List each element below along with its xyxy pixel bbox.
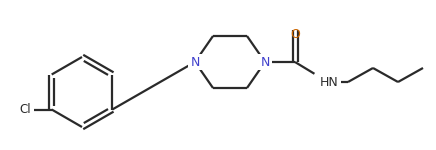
Text: Cl: Cl xyxy=(19,103,31,116)
Text: O: O xyxy=(290,28,300,41)
Text: HN: HN xyxy=(320,75,339,88)
Text: N: N xyxy=(190,56,200,69)
Text: N: N xyxy=(260,56,270,69)
